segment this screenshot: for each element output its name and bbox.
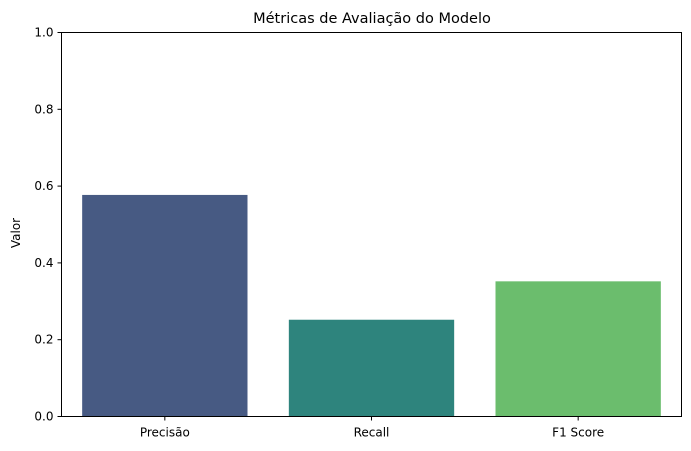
y-axis-label: Valor [9, 218, 23, 248]
bar-precis-o [82, 194, 248, 417]
axis-ticks-group: Precisão Recall F1 Score 0.0 0.2 0.4 0.6 0.8 1.0 [34, 26, 604, 440]
y-tick-label: 1.0 [34, 26, 53, 40]
plot-frame [61, 32, 682, 417]
y-tick-label: 0.0 [34, 410, 53, 424]
x-tick-label: Precisão [140, 426, 190, 440]
bar-f1-score [495, 281, 661, 417]
x-tick-label: Recall [354, 426, 390, 440]
bar-recall [288, 319, 455, 417]
y-tick-label: 0.4 [34, 256, 53, 270]
x-tick-label: F1 Score [552, 426, 604, 440]
y-tick-label: 0.6 [34, 179, 53, 193]
bars-group [82, 194, 661, 417]
y-tick-label: 0.2 [34, 333, 53, 347]
chart-title: Métricas de Avaliação do Modelo [253, 11, 491, 27]
y-tick-label: 0.8 [34, 102, 53, 116]
